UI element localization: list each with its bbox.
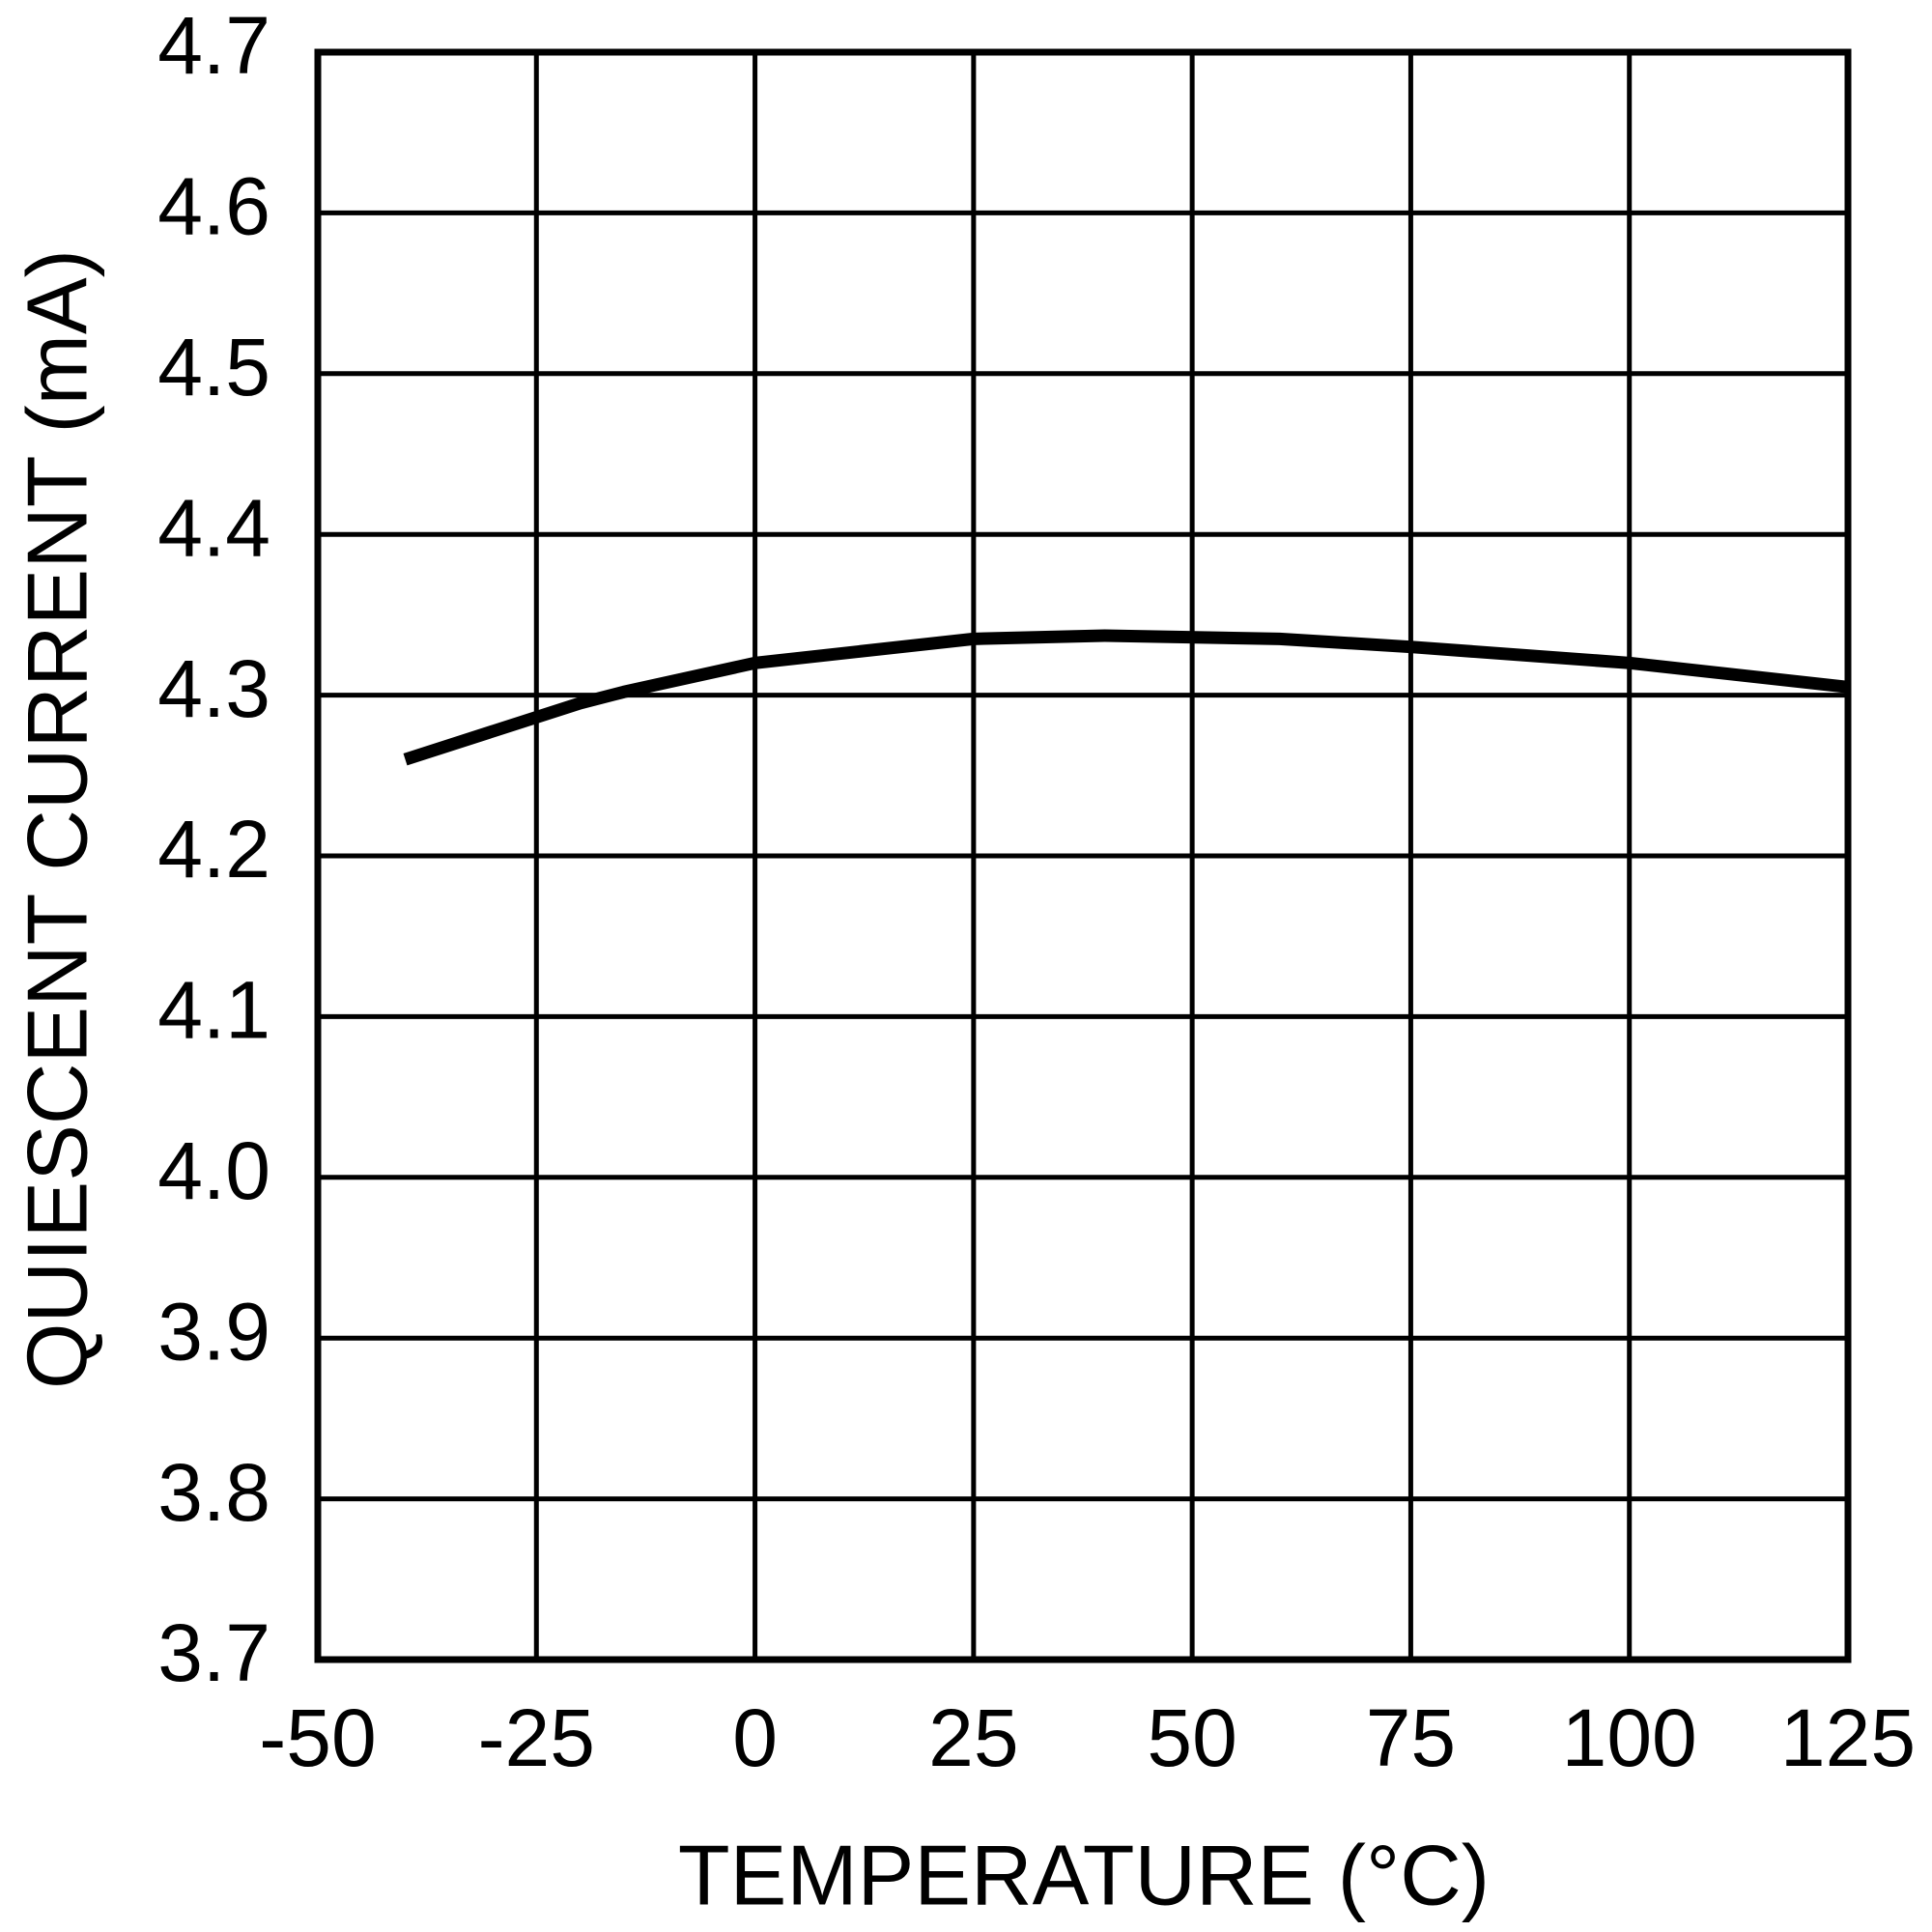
- y-axis-label: QUIESCENT CURRENT (mA): [9, 249, 104, 1389]
- x-tick-label: 125: [1780, 1692, 1916, 1783]
- y-tick-label: 4.3: [157, 643, 270, 734]
- x-tick-label: 0: [732, 1692, 778, 1783]
- x-tick-label: 25: [928, 1692, 1018, 1783]
- x-tick-label: -50: [259, 1692, 376, 1783]
- y-tick-label: 3.8: [157, 1447, 270, 1538]
- y-tick-label: 3.9: [157, 1286, 270, 1377]
- y-tick-label: 4.6: [157, 161, 270, 252]
- y-tick-label: 4.4: [157, 482, 270, 573]
- x-axis-label: TEMPERATURE (°C): [678, 1827, 1490, 1922]
- x-tick-label: -25: [478, 1692, 595, 1783]
- y-tick-label: 4.5: [157, 322, 270, 412]
- y-tick-label: 4.2: [157, 804, 270, 895]
- y-tick-label: 3.7: [157, 1607, 270, 1698]
- x-tick-label: 100: [1562, 1692, 1697, 1783]
- x-tick-label: 50: [1147, 1692, 1236, 1783]
- y-tick-label: 4.7: [157, 0, 270, 91]
- x-tick-label: 75: [1366, 1692, 1456, 1783]
- plot-frame: [314, 48, 1852, 1663]
- y-tick-label: 4.0: [157, 1125, 270, 1216]
- y-tick-label: 4.1: [157, 965, 270, 1056]
- data-line: [403, 629, 1849, 766]
